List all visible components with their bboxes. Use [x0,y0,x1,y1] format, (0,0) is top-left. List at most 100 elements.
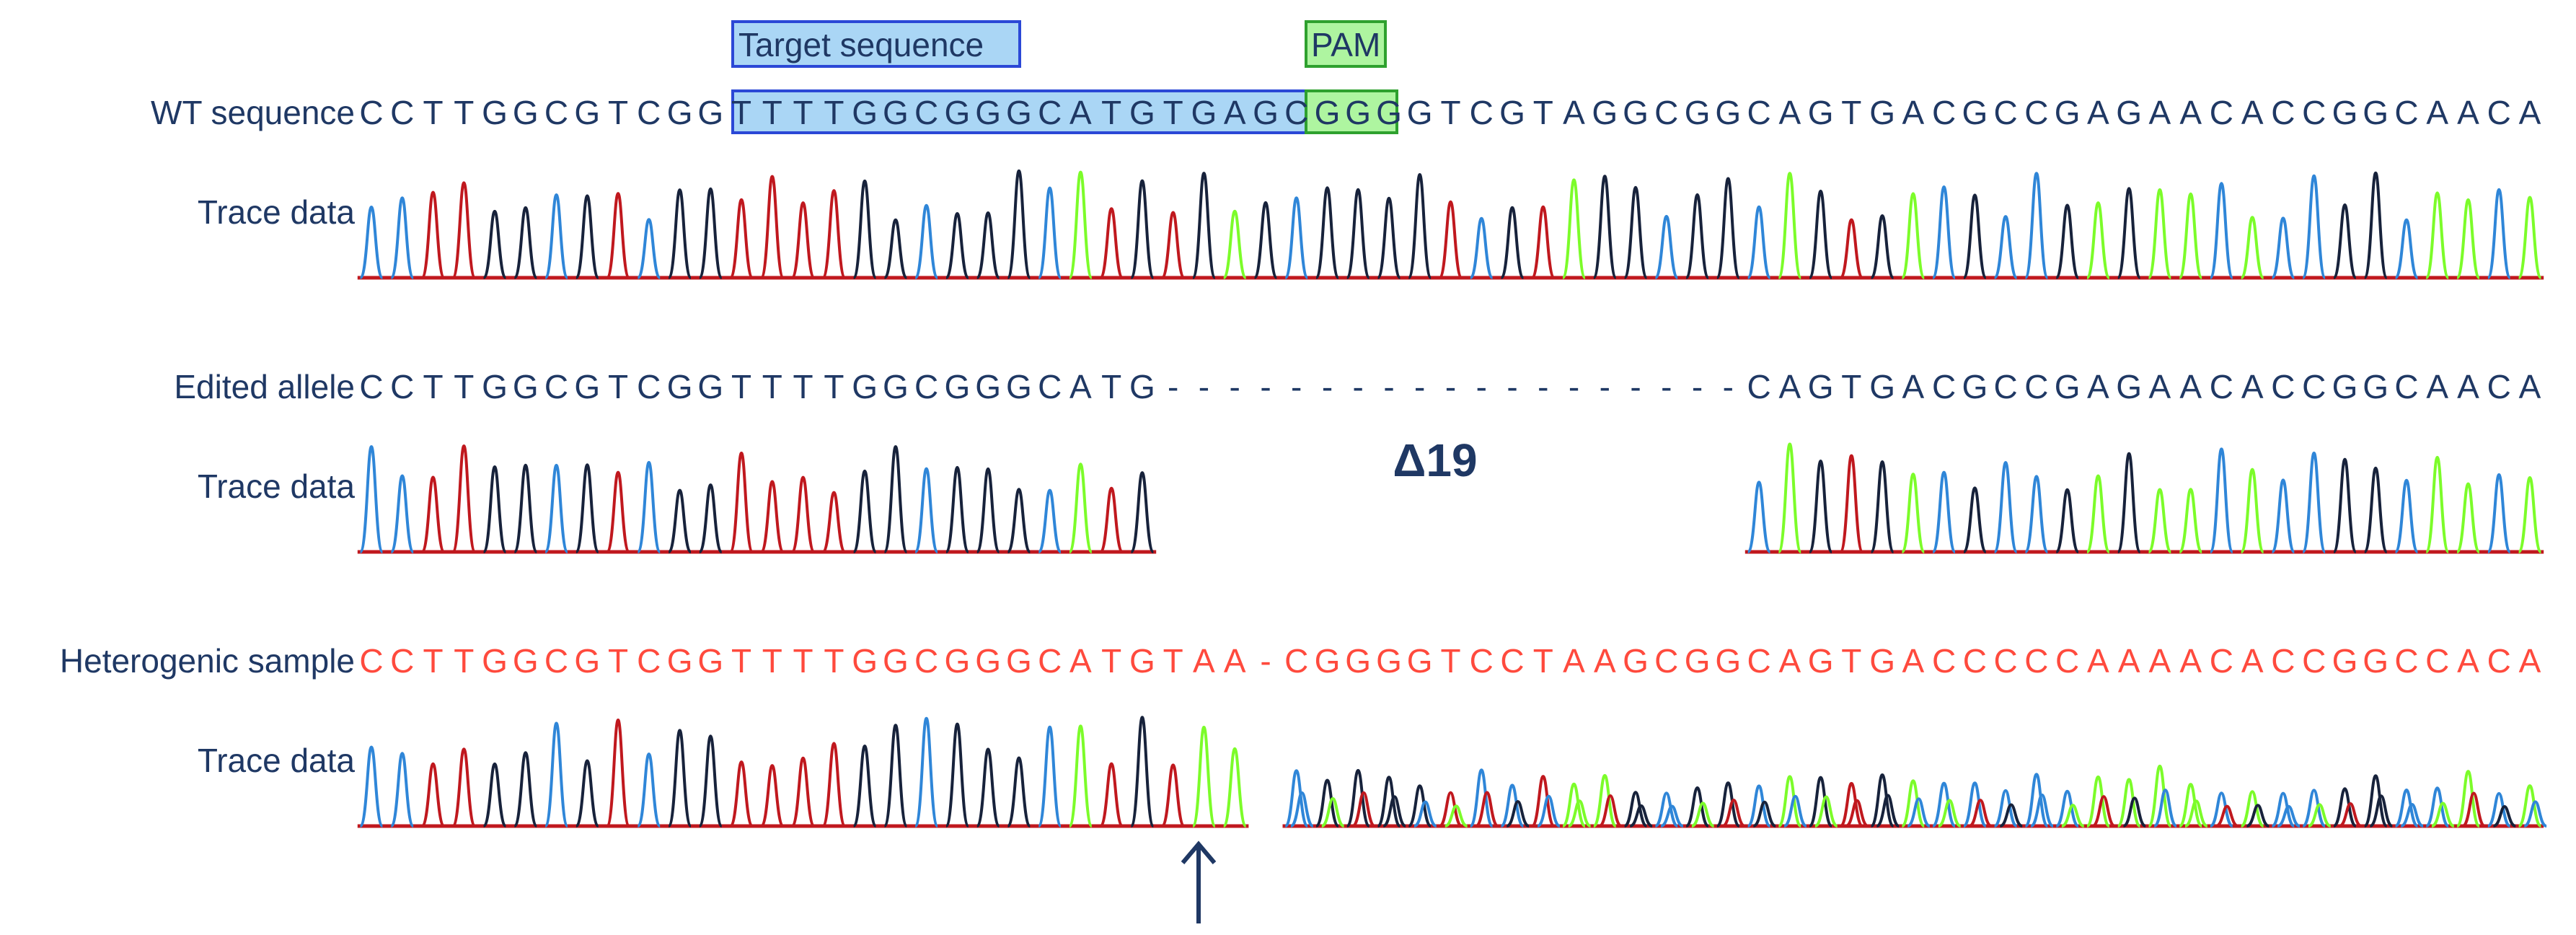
trace-peak [1006,488,1032,553]
sequence-base: G [1715,94,1741,131]
sequence-base: A [2519,368,2541,405]
sequence-base: T [731,642,751,680]
sequence-base: - [1476,368,1487,405]
trace-peak [1839,218,1864,279]
trace-peak [2270,478,2296,553]
trace-peak-secondary [2369,794,2394,828]
trace-peak [2301,451,2327,553]
trace-peak [1777,775,1803,828]
trace-peak [1315,778,1340,828]
trace-peak [2363,466,2388,553]
sequence-base: G [945,642,971,680]
trace-peak [513,751,539,828]
sequence-base: G [2055,368,2081,405]
sequence-base: - [1322,368,1333,405]
trace-peak-secondary [1999,803,2023,828]
trace-peak [1098,486,1124,553]
sequence-base: A [2457,642,2479,680]
trace-peak [1715,177,1741,279]
sequence-base: - [1353,368,1364,405]
sequence-base: C [544,368,568,405]
sequence-base: T [608,642,628,680]
sequence-base: A [2519,642,2541,680]
trace-peak-secondary [1814,795,1838,828]
sequence-base: C [2487,642,2511,680]
trace-peak [728,760,754,828]
trace-peak [1623,185,1649,279]
sequence-base: G [2363,94,2388,131]
trace-peak [2301,174,2327,279]
sequence-base: C [2394,94,2418,131]
sequence-base: A [2179,642,2202,680]
sequence-base: G [2055,94,2081,131]
sequence-base: G [1592,94,1618,131]
trace-peak [1006,756,1032,828]
trace-peak-secondary [1968,799,1993,828]
sequence-base: C [1993,642,2017,680]
trace-peak [1993,215,2019,279]
trace-peak [389,196,415,279]
sequence-base: C [1963,642,1987,680]
sequence-base: C [637,642,661,680]
trace-peak [1685,193,1710,279]
sequence-base: G [1315,642,1341,680]
sequence-base: A [2149,368,2171,405]
trace-peak [1900,779,1926,828]
sequence-base: C [1038,94,1062,131]
trace-peak-secondary [1598,794,1623,828]
sequence-base: C [2055,642,2079,680]
trace-peak [1654,214,1680,279]
trace-peak-secondary [1382,795,1407,828]
trace-peak [1160,763,1186,828]
sequence-base: C [2271,368,2295,405]
trace-peak [1468,216,1494,279]
trace-peak-secondary [2523,800,2547,828]
sequence-base: T [423,642,443,680]
trace-peak [2394,218,2420,279]
sequence-base: G [1315,94,1341,131]
trace-peak [482,762,508,828]
sequence-base: C [1500,642,1524,680]
sequence-base: C [1747,368,1770,405]
sequence-base: C [2210,642,2233,680]
trace-peak [451,444,477,553]
trace-peak [1931,470,1957,553]
sequence-base: T [731,94,751,131]
trace-peak [1129,471,1155,553]
trace-peak [790,756,816,828]
trace-peak [2086,775,2111,828]
trace-peak [1931,185,1957,279]
sequence-base: C [359,94,383,131]
trace-peak [420,475,446,553]
trace-peak [1561,782,1587,828]
sequence-base: G [697,368,723,405]
trace-peak [728,198,754,279]
pam-annotation: PAM [1305,20,1398,134]
sequence-base: C [2210,94,2233,131]
trace-peak [1592,175,1618,279]
sequence-base: G [1685,94,1711,131]
sequence-base: C [2487,368,2511,405]
sequence-base: G [1869,368,1895,405]
trace-peak [1962,193,1988,279]
trace-peak [1407,172,1433,279]
sequence-base: C [2024,94,2048,131]
trace-peak [2332,203,2357,279]
sequence-base: C [2487,94,2511,131]
trace-peak [513,463,539,553]
sequence-base: - [1538,368,1548,405]
trace-peak [1037,725,1062,828]
trace-peak-secondary [2308,803,2332,828]
trace-peak [389,752,415,828]
trace-peak-secondary [2184,799,2208,828]
sequence-base: - [1661,368,1672,405]
trace-peak [975,211,1001,279]
trace-peak [1808,459,1833,553]
trace-peak [2394,478,2420,553]
sequence-base: G [1191,94,1217,131]
trace-peak [2147,188,2173,279]
trace-peak-secondary [1475,791,1499,828]
trace-peak [636,218,662,279]
